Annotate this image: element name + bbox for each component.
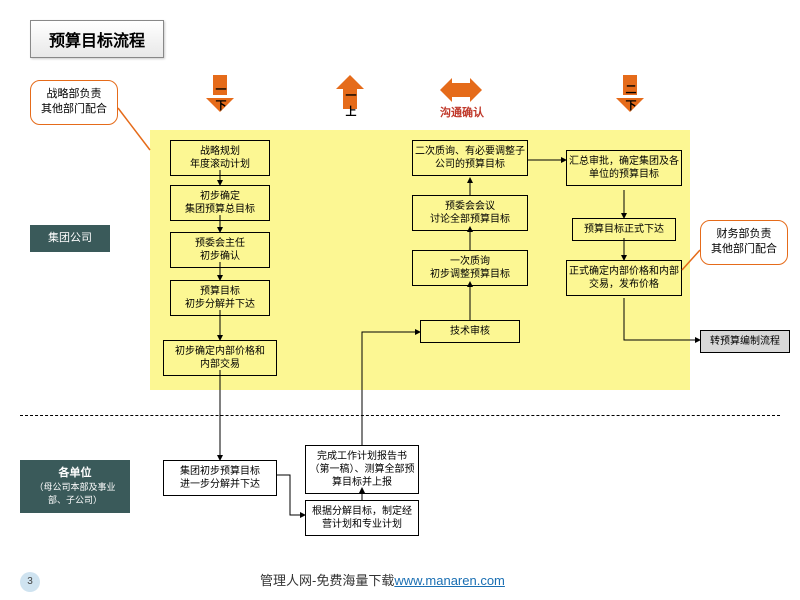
callout-right: 财务部负责 其他部门配合 xyxy=(700,220,788,265)
dashed-separator xyxy=(20,415,780,416)
callout-left-line1: 战略部负责 xyxy=(41,87,107,102)
node-approve-confirm: 汇总审批，确定集团及各单位的预算目标 xyxy=(566,150,682,186)
node-initial-target: 初步确定 集团预算总目标 xyxy=(170,185,270,221)
row-label-units-l2: （母公司本部及事业部、子公司） xyxy=(28,481,122,506)
footer-link[interactable]: www.manaren.com xyxy=(394,573,505,588)
callout-left: 战略部负责 其他部门配合 xyxy=(30,80,118,125)
row-label-units-l1: 各单位 xyxy=(28,466,122,481)
row-label-group: 集团公司 xyxy=(30,225,110,252)
col-arrow-4: 二下 xyxy=(616,75,644,112)
col-arrow-1: 一下 xyxy=(206,75,234,112)
node-committee-meeting: 预委会会议 讨论全部预算目标 xyxy=(412,195,528,231)
page-number: 3 xyxy=(20,572,40,592)
callout-right-l2: 其他部门配合 xyxy=(711,242,777,257)
callout-left-line2: 其他部门配合 xyxy=(41,102,107,117)
node-work-report: 完成工作计划报告书（第一稿）、测算全部预算目标并上报 xyxy=(305,445,419,494)
node-tech-review: 技术审核 xyxy=(420,320,520,343)
col-arrow-3-label: 沟通确认 xyxy=(440,104,484,120)
node-internal-price: 初步确定内部价格和 内部交易 xyxy=(163,340,277,376)
node-committee-confirm: 预委会主任 初步确认 xyxy=(170,232,270,268)
col-arrow-2-label: 一上 xyxy=(344,87,358,119)
col-arrow-1-label: 一下 xyxy=(214,81,228,113)
page-title: 预算目标流程 xyxy=(30,20,164,58)
node-further-decompose: 集团初步预算目标 进一步分解并下达 xyxy=(163,460,277,496)
footer: 管理人网-免费海量下载www.manaren.com xyxy=(260,570,505,589)
node-decompose-issue: 预算目标 初步分解并下达 xyxy=(170,280,270,316)
col-arrow-2: 一上 xyxy=(336,75,364,112)
node-to-budget-process: 转预算编制流程 xyxy=(700,330,790,353)
col-arrow-4-label: 二下 xyxy=(624,81,638,113)
row-label-units: 各单位 （母公司本部及事业部、子公司） xyxy=(20,460,130,513)
node-first-query: 一次质询 初步调整预算目标 xyxy=(412,250,528,286)
node-formal-price: 正式确定内部价格和内部交易，发布价格 xyxy=(566,260,682,296)
col-arrow-3: 沟通确认 xyxy=(440,78,484,120)
callout-right-l1: 财务部负责 xyxy=(711,227,777,242)
node-make-plan: 根据分解目标，制定经营计划和专业计划 xyxy=(305,500,419,536)
node-second-query: 二次质询、有必要调整子公司的预算目标 xyxy=(412,140,528,176)
node-strategy-plan: 战略规划 年度滚动计划 xyxy=(170,140,270,176)
node-formal-issue: 预算目标正式下达 xyxy=(572,218,676,241)
footer-text: 管理人网-免费海量下载 xyxy=(260,573,394,588)
